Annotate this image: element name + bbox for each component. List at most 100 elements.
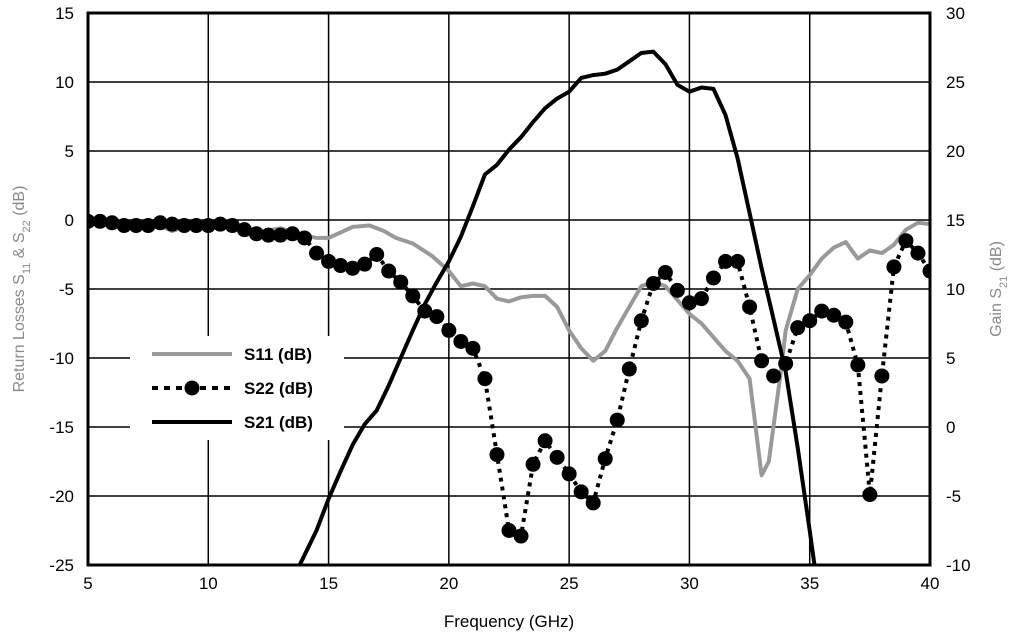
data-point-s22 [657,264,673,280]
right-y-axis-title: Gain S21 (dB) [988,241,1010,337]
data-point-s22 [200,218,216,234]
data-point-s22 [236,222,252,238]
x-tick-label: 35 [800,574,819,593]
right-y-tick-label: 25 [946,73,965,92]
right-y-tick-label: 10 [946,280,965,299]
data-point-s22 [585,495,601,511]
data-point-s22 [790,320,806,336]
left-y-title-sub: 22 [21,220,33,232]
data-point-s22 [633,313,649,329]
left-y-title-part: & S [11,232,28,262]
left-y-axis-title: Return Losses S11 & S22 (dB) [11,186,33,393]
data-point-s22 [621,361,637,377]
data-point-s22 [333,258,349,274]
left-y-tick-label: -15 [49,418,74,437]
data-point-s22 [874,368,890,384]
left-y-title-sub: 11 [21,263,33,274]
legend: S11 (dB) S22 (dB) S21 (dB) [130,336,344,440]
x-tick-label: 20 [439,574,458,593]
series-group [88,213,930,544]
data-point-s22 [212,216,228,232]
data-point-s22 [417,303,433,319]
series-group [297,49,817,565]
series-layer [88,49,930,565]
data-point-s22 [705,270,721,286]
data-point-s22 [441,322,457,338]
right-y-tick-label: 30 [946,4,965,23]
right-y-tick-label: -5 [946,487,961,506]
data-point-s22 [321,253,337,269]
right-y-title-sub: 21 [998,276,1010,288]
right-y-title-part: Gain S [988,288,1005,337]
x-tick-label: 5 [83,574,92,593]
data-point-s22 [272,227,288,243]
data-point-s22 [850,357,866,373]
left-y-tick-label: 10 [55,73,74,92]
data-point-s22 [681,295,697,311]
data-point-s22 [345,260,361,276]
data-point-s22 [128,218,144,234]
data-point-s22 [669,282,685,298]
left-y-tick-label: 0 [65,211,74,230]
data-point-s22 [188,218,204,234]
data-point-s22 [645,275,661,291]
left-y-tick-label: -20 [49,487,74,506]
legend-marker-s22 [184,380,200,396]
data-point-s22 [730,253,746,269]
series-line-s22 [88,219,930,539]
data-point-s22 [297,230,313,246]
right-y-title-part: (dB) [988,241,1005,276]
data-point-s22 [838,314,854,330]
tick-labels: 5 10 15 20 25 30 35 40 -25 -20 -15 -10 -5 0 5 10 15 -10 -5… [49,4,970,593]
left-y-title-part: (dB) [11,186,28,221]
data-point-s22 [754,353,770,369]
right-y-tick-label: 15 [946,211,965,230]
data-point-s22 [826,307,842,323]
data-point-s22 [453,333,469,349]
data-point-s22 [465,340,481,356]
x-tick-label: 10 [199,574,218,593]
left-y-tick-label: -25 [49,556,74,575]
data-point-s22 [898,233,914,249]
data-point-s22 [886,259,902,275]
x-tick-label: 40 [921,574,940,593]
data-point-s22 [742,299,758,315]
x-tick-label: 15 [319,574,338,593]
data-point-s22 [597,451,613,467]
data-point-s22 [309,245,325,261]
data-point-s22 [405,288,421,304]
data-point-s22 [525,456,541,472]
data-point-s22 [357,256,373,272]
data-point-s22 [140,218,156,234]
x-tick-label: 25 [560,574,579,593]
data-point-s22 [393,274,409,290]
data-point-s22 [693,291,709,307]
data-point-s22 [501,523,517,538]
data-point-s22 [248,226,264,242]
left-y-tick-label: -10 [49,349,74,368]
right-y-tick-label: -10 [946,556,971,575]
data-point-s22 [176,218,192,234]
left-y-tick-label: 15 [55,4,74,23]
data-point-s22 [910,245,926,261]
data-point-s22 [260,227,276,243]
x-axis-title: Frequency (GHz) [444,612,574,631]
legend-label: S22 (dB) [244,379,313,398]
data-point-s22 [489,447,505,463]
data-point-s22 [369,247,385,262]
right-y-tick-label: 20 [946,142,965,161]
left-y-tick-label: 5 [65,142,74,161]
data-point-s22 [718,253,734,269]
right-y-tick-label: 5 [946,349,955,368]
legend-label: S11 (dB) [244,345,312,364]
data-point-s22 [224,218,240,234]
data-point-s22 [609,412,625,428]
left-y-tick-label: -5 [59,280,74,299]
data-point-s22 [104,215,120,231]
data-point-s22 [549,449,565,465]
data-point-s22 [814,303,830,319]
data-point-s22 [429,309,445,325]
data-point-s22 [573,484,589,500]
data-point-s22 [381,263,397,279]
